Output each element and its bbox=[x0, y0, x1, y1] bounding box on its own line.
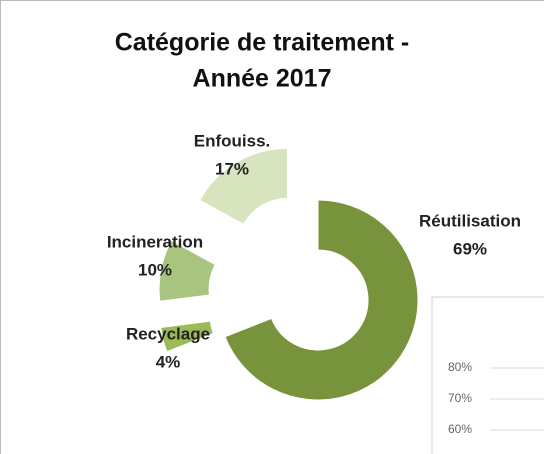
slice-value-label: 69% bbox=[453, 239, 487, 258]
slice-category-label: Réutilisation bbox=[419, 211, 521, 230]
slice-value-label: 4% bbox=[156, 352, 181, 371]
slice-category-label: Recyclage bbox=[126, 324, 210, 343]
second-chart-frame bbox=[431, 296, 544, 454]
chart-title-line: Catégorie de traitement - bbox=[115, 29, 410, 57]
slice-value-label: 17% bbox=[215, 159, 249, 178]
slice-category-label: Incineration bbox=[107, 232, 203, 251]
chart-title-line: Année 2017 bbox=[193, 65, 332, 93]
y-tick-label: 70% bbox=[448, 391, 472, 405]
donut-slice bbox=[224, 199, 419, 401]
donut-slice bbox=[199, 147, 288, 225]
slice-category-label: Enfouiss. bbox=[194, 131, 271, 150]
y-tick-label: 80% bbox=[448, 360, 472, 374]
donut-slice bbox=[158, 239, 216, 302]
donut-slice bbox=[160, 320, 215, 353]
slice-value-label: 10% bbox=[138, 260, 172, 279]
y-tick-label: 60% bbox=[448, 422, 472, 436]
